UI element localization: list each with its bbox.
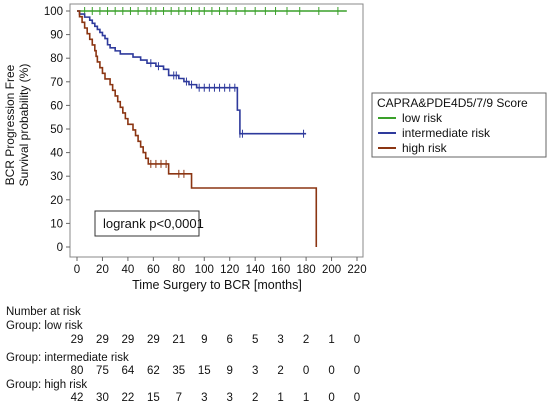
- risk-count-group1-col6: 9: [201, 334, 208, 346]
- risk-count-group3-col10: 1: [302, 392, 310, 404]
- x-tick-label-200: 200: [322, 264, 341, 276]
- risk-count-group3-col3: 22: [121, 392, 135, 404]
- risk-count-group1-col4: 29: [146, 334, 160, 346]
- risk-count-group3-col12: 0: [353, 392, 361, 404]
- risk-group-label-high: Group: high risk: [6, 379, 88, 391]
- risk-count-group2-col3: 64: [121, 365, 135, 377]
- series-line-high-risk: [77, 10, 318, 247]
- risk-count-group3-col2: 30: [96, 392, 109, 404]
- axes: 0 10 20 30 40 50 60 70 80 90 100 0 20 40 60 80 100 120 140…: [44, 6, 367, 276]
- risk-count-group1-col8: 5: [251, 334, 259, 346]
- risk-count-group3-col6: 3: [201, 392, 208, 404]
- risk-count-group1-col11: 1: [328, 334, 335, 346]
- x-tick-label-120: 120: [220, 264, 239, 276]
- risk-count-group1-col1: 29: [70, 334, 84, 346]
- risk-count-group3-col7: 3: [226, 392, 233, 404]
- y-tick-label-70: 70: [50, 77, 63, 89]
- y-tick-label-100: 100: [44, 6, 63, 18]
- risk-count-group2-col2: 75: [96, 365, 109, 377]
- legend-entry-high-risk: high risk: [402, 141, 448, 155]
- y-axis-label-line-2: Survival probability (%): [17, 64, 31, 187]
- x-tick-label-140: 140: [246, 264, 265, 276]
- risk-count-group2-col4: 62: [146, 365, 160, 377]
- x-tick-label-60: 60: [147, 264, 160, 276]
- risk-count-group2-col12: 0: [353, 365, 361, 377]
- risk-count-group3-col8: 2: [251, 392, 259, 404]
- annotation-box: [94, 210, 200, 237]
- y-tick-label-10: 10: [50, 218, 63, 230]
- risk-count-group2-col7: 9: [226, 365, 233, 377]
- km-chart: 0 10 20 30 40 50 60 70 80 90 100 0 20 40 60 80 100 120 140…: [44, 3, 547, 292]
- logrank-box: logrank p<0,0001: [94, 210, 204, 237]
- x-tick-label-80: 80: [172, 264, 185, 276]
- risk-count-group2-col1: 80: [70, 365, 84, 377]
- plot-area: [69, 3, 364, 258]
- risk-count-group1-col2: 29: [96, 334, 109, 346]
- series-group: [77, 7, 347, 247]
- risk-count-group1-col9: 3: [277, 334, 284, 346]
- x-axis-label: Time Surgery to BCR [months]: [132, 278, 302, 292]
- x-tick-label-20: 20: [96, 264, 109, 276]
- risk-count-group2-col6: 15: [197, 365, 211, 377]
- x-tick-label-40: 40: [122, 264, 135, 276]
- risk-count-group2-col8: 3: [251, 365, 259, 377]
- x-tick-label-180: 180: [296, 264, 315, 276]
- annotation-text: logrank p<0,0001: [103, 216, 204, 231]
- risk-count-group3-col1: 42: [70, 392, 84, 404]
- series-line-intermediate-risk: [77, 10, 307, 135]
- risk-group-label-low: Group: low risk: [6, 320, 83, 332]
- risk-count-group3-col9: 1: [277, 392, 284, 404]
- risk-count-group2-col9: 2: [277, 365, 284, 377]
- risk-count-group1-col3: 29: [121, 334, 135, 346]
- y-tick-label-0: 0: [57, 242, 63, 254]
- risk-count-group2-col10: 0: [302, 365, 310, 377]
- x-tick-label-0: 0: [74, 264, 80, 276]
- risk-count-group3-col4: 15: [146, 392, 160, 404]
- risk-count-group1-col10: 2: [302, 334, 310, 346]
- risk-count-group3-col5: 7: [175, 392, 183, 404]
- legend-title: CAPRA&PDE4D5/7/9 Score: [377, 96, 528, 110]
- y-axis-label-line-1: BCR Progression Free: [3, 64, 17, 185]
- risk-count-group2-col5: 35: [172, 365, 186, 377]
- y-tick-label-50: 50: [50, 124, 63, 136]
- x-tick-label-220: 220: [347, 264, 366, 276]
- legend-entry-intermediate-risk: intermediate risk: [402, 126, 491, 140]
- y-tick-label-80: 80: [50, 53, 63, 65]
- x-tick-label-160: 160: [271, 264, 290, 276]
- risk-group-label-intermediate: Group: intermediate risk: [6, 352, 129, 364]
- y-tick-label-60: 60: [50, 100, 63, 112]
- risk-table-header: Number at risk: [6, 306, 81, 318]
- risk-table: Number at risk Group: low risk Group: in…: [0, 303, 550, 407]
- risk-count-group2-col11: 0: [328, 365, 335, 377]
- y-tick-label-20: 20: [50, 195, 63, 207]
- y-tick-label-30: 30: [50, 171, 63, 183]
- y-axis-label: BCR Progression Free Survival probabilit…: [2, 50, 34, 200]
- risk-count-group1-col12: 0: [353, 334, 361, 346]
- y-tick-label-90: 90: [50, 30, 63, 42]
- y-tick-label-40: 40: [50, 148, 63, 160]
- risk-count-group1-col5: 21: [172, 334, 186, 346]
- x-tick-label-100: 100: [195, 264, 214, 276]
- legend: CAPRA&PDE4D5/7/9 Score low riskintermedi…: [371, 92, 547, 158]
- legend-entry-low-risk: low risk: [402, 111, 443, 125]
- risk-count-group1-col7: 6: [226, 334, 233, 346]
- legend-box: [371, 92, 547, 158]
- risk-count-group3-col11: 0: [328, 392, 335, 404]
